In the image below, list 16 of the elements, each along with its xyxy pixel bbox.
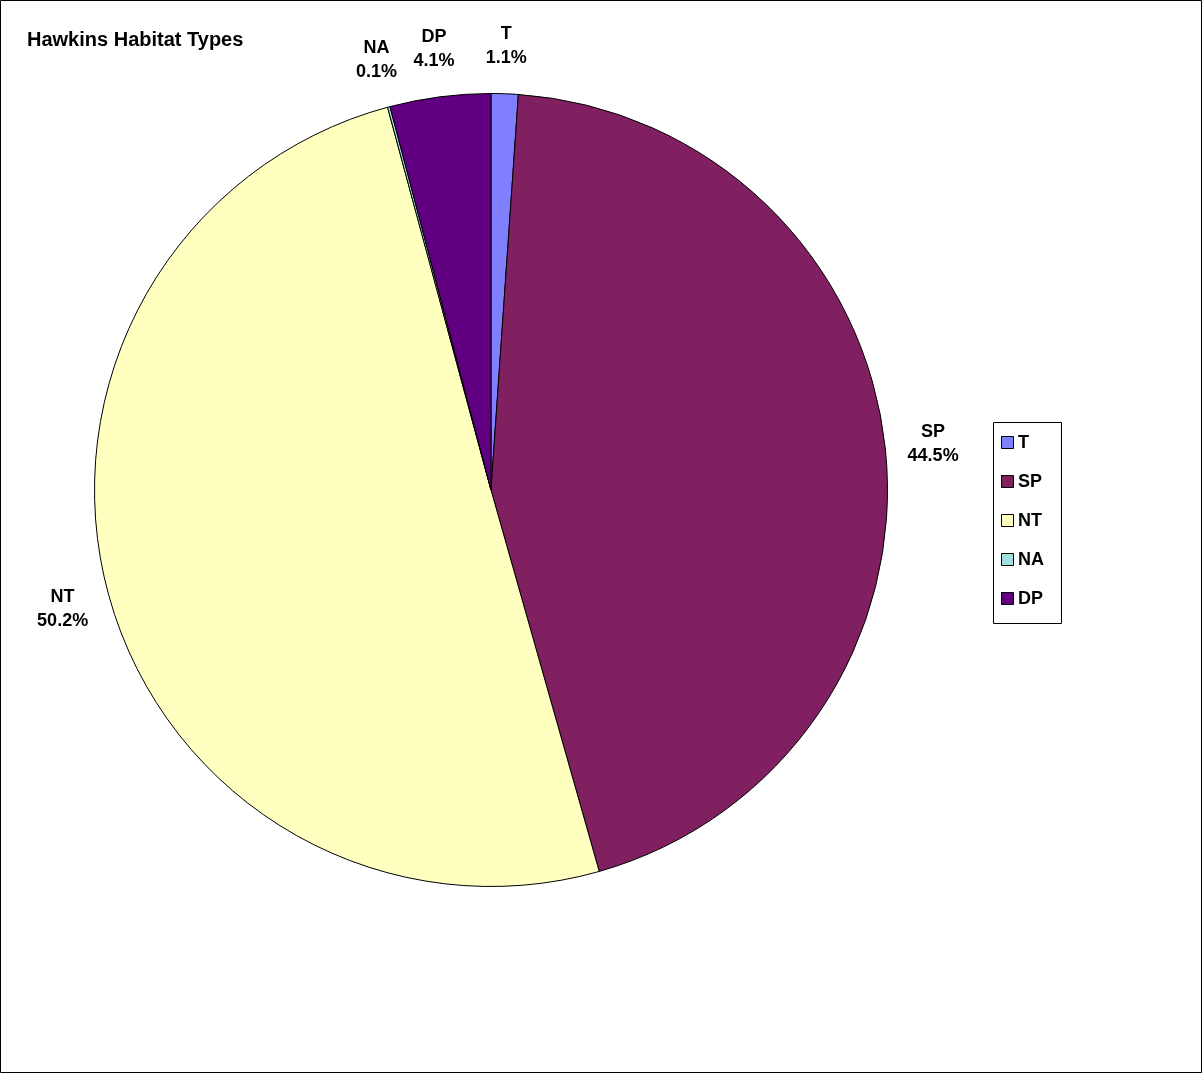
chart-title: Hawkins Habitat Types xyxy=(27,28,244,50)
data-label: 4.1% xyxy=(413,50,455,71)
slice-label: SP xyxy=(921,420,946,441)
slice-label: NA xyxy=(363,37,390,58)
slice-label: T xyxy=(500,22,512,43)
data-label: 44.5% xyxy=(907,444,959,465)
data-label: 1.1% xyxy=(485,46,527,67)
legend-label: NT xyxy=(1018,509,1042,530)
legend-label: DP xyxy=(1018,587,1044,608)
legend-label: NA xyxy=(1018,548,1044,569)
slice-label: NT xyxy=(50,585,75,606)
data-label: 50.2% xyxy=(37,609,89,630)
slice-label: DP xyxy=(421,26,447,47)
legend-label: SP xyxy=(1018,470,1043,491)
data-label: 0.1% xyxy=(355,61,397,82)
legend-label: T xyxy=(1018,431,1029,452)
